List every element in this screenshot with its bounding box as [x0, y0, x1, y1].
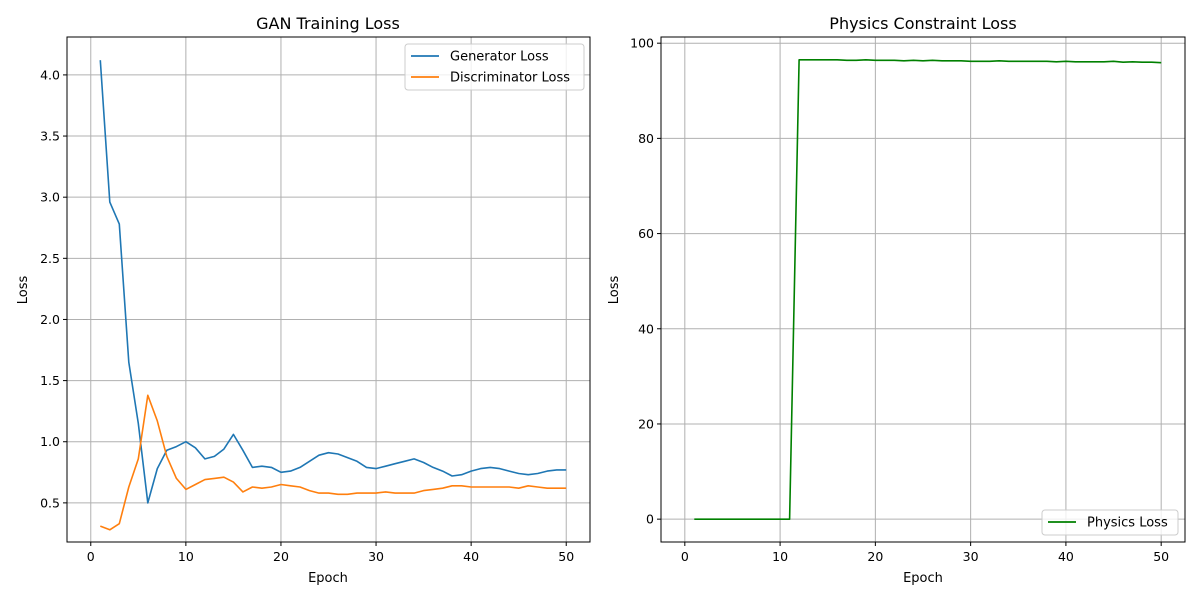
y-tick-label: 0.5: [40, 495, 60, 510]
y-tick-label: 4.0: [40, 67, 60, 82]
legend-label: Discriminator Loss: [450, 71, 570, 86]
y-tick-label: 100: [630, 36, 654, 51]
grid: [661, 37, 1185, 542]
x-tick-label: 40: [1058, 549, 1074, 564]
x-axis-label: Epoch: [903, 571, 943, 586]
plot-frame: [66, 36, 591, 543]
y-tick-label: 80: [638, 131, 654, 146]
legend: Physics Loss: [1041, 509, 1179, 536]
y-tick-label: 2.0: [40, 312, 60, 327]
x-tick-label: 0: [681, 549, 689, 564]
legend: Generator Loss Discriminator Loss: [404, 43, 585, 91]
legend-box: [1041, 509, 1179, 536]
y-tick-label: 20: [638, 416, 654, 431]
series-line-discriminator-loss: [100, 394, 567, 531]
y-tick-label: 1.5: [40, 373, 60, 388]
y-tick-label: 0: [646, 512, 654, 527]
y-tick-label: 1.0: [40, 434, 60, 449]
legend-label: Physics Loss: [1087, 516, 1168, 531]
x-tick-label: 30: [368, 549, 384, 564]
y-tick-label: 60: [638, 226, 654, 241]
y-axis-label: Loss: [607, 276, 622, 305]
y-axis-label: Loss: [16, 276, 31, 305]
x-tick-label: 50: [558, 549, 574, 564]
y-tick-label: 3.5: [40, 129, 60, 144]
series-line-physics-loss: [694, 58, 1162, 521]
plot-frame: [660, 36, 1186, 543]
x-tick-label: 10: [178, 549, 194, 564]
x-tick-label: 10: [772, 549, 788, 564]
chart-title: Physics Constraint Loss: [829, 14, 1016, 33]
series-group: [694, 58, 1162, 521]
x-axis-label: Epoch: [308, 571, 348, 586]
series-line-generator-loss: [99, 60, 567, 504]
y-tick-label: 2.5: [40, 251, 60, 266]
y-tick-label: 40: [638, 321, 654, 336]
y-tick-label: 3.0: [40, 190, 60, 205]
x-tick-label: 0: [87, 549, 95, 564]
grid: [67, 37, 590, 542]
x-tick-label: 50: [1153, 549, 1169, 564]
chart-title: GAN Training Loss: [256, 14, 400, 33]
ticks: 0 10 20 30 40 50 0.5 1.0 1.5 2.0 2.5 3.0 3.5 4.0: [40, 67, 574, 564]
physics-constraint-loss-chart: Physics Constraint Loss Epoch Loss 0 10 20…: [607, 14, 1186, 586]
x-tick-label: 40: [463, 549, 479, 564]
x-tick-label: 30: [963, 549, 979, 564]
x-tick-label: 20: [867, 549, 883, 564]
series-group: [99, 60, 567, 531]
legend-label: Generator Loss: [450, 50, 549, 65]
legend-box: [404, 43, 585, 91]
gan-training-loss-chart: GAN Training Loss Epoch Loss 0 10 20 30 40 50…: [16, 14, 591, 586]
ticks: 0 10 20 30 40 50 0 20 40 60 80 100: [630, 36, 1169, 564]
x-tick-label: 20: [273, 549, 289, 564]
